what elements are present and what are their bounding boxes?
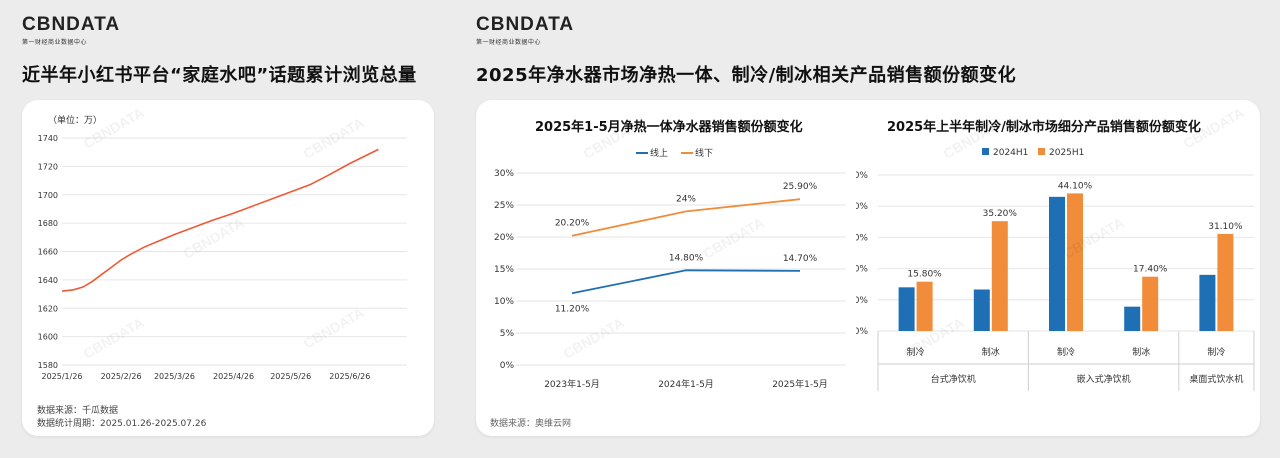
legend-label: 线上: [650, 147, 668, 159]
left-panel-title: 近半年小红书平台“家庭水吧”话题累计浏览总量: [22, 65, 417, 86]
y-tick-label: 1740: [38, 134, 58, 143]
bar: [1067, 193, 1083, 331]
data-label: 24%: [676, 194, 696, 204]
y-tick-label: 1680: [38, 219, 58, 228]
bar: [973, 289, 990, 331]
y-tick-label: 0%: [856, 327, 868, 337]
y-tick-label: 1600: [38, 333, 58, 342]
legend-label: 线下: [695, 147, 713, 159]
x-tick-label: 制冰: [1132, 346, 1150, 358]
left-line-chart: （单位：万） 1580 1600 1620 1640 1660 1680 1700 1720 17…: [38, 114, 407, 381]
brand-tagline: 第一财经商业数据中心: [22, 39, 88, 46]
brand-name: CBNDATA: [476, 14, 575, 35]
right-chart-card: 2025年1-5月净热一体净水器销售额份额变化 2025年上半年制冷/制冰市场细…: [476, 100, 1260, 436]
y-tick-label: 1660: [38, 248, 58, 257]
bar: [1142, 276, 1159, 331]
y-tick-label: 10%: [856, 296, 868, 306]
bar: [898, 287, 915, 331]
bar: [916, 281, 933, 331]
data-label: 25.90%: [783, 182, 818, 192]
data-label: 44.10%: [1058, 181, 1093, 191]
x-tick-label: 2025/3/26: [154, 372, 195, 381]
bar-chart-title: 2025年上半年制冷/制冰市场细分产品销售额份额变化: [887, 120, 1201, 135]
x-tick-label: 制冷: [1207, 346, 1225, 358]
x-tick-label: 2025年1-5月: [772, 378, 828, 390]
legend-swatch: [1038, 148, 1045, 155]
right-panel-title: 2025年净水器市场净热一体、制冷/制冰相关产品销售额份额变化: [476, 65, 1017, 86]
brand-tagline: 第一财经商业数据中心: [476, 39, 542, 46]
x-tick-label: 2025/5/26: [270, 372, 311, 381]
y-tick-label: 1580: [38, 361, 58, 370]
x-tick-label: 2025/1/26: [41, 372, 82, 381]
data-label: 14.80%: [669, 253, 704, 263]
y-tick-label: 15%: [494, 265, 514, 275]
left-source-line-1: 数据来源：千瓜数据: [37, 406, 119, 416]
data-label: 17.40%: [1133, 265, 1168, 275]
bar: [1124, 306, 1141, 331]
left-source-line-2: 数据统计周期：2025.01.26-2025.07.26: [37, 419, 207, 429]
left-chart-card: （单位：万） 1580 1600 1620 1640 1660 1680 1700 1720 17…: [22, 100, 434, 436]
group-label: 嵌入式净饮机: [1077, 373, 1131, 385]
y-tick-label: 0%: [500, 361, 515, 371]
data-label: 20.20%: [555, 219, 590, 229]
y-tick-label: 10%: [494, 297, 514, 307]
data-label: 31.10%: [1208, 222, 1243, 232]
y-tick-label: 1720: [38, 162, 58, 171]
bar: [1049, 196, 1065, 331]
legend-label: 2024H1: [993, 148, 1028, 158]
x-tick-label: 2025/4/26: [213, 372, 254, 381]
bar: [1217, 233, 1234, 331]
data-label: 14.70%: [783, 254, 818, 264]
series-line: [571, 198, 801, 237]
group-label: 台式净饮机: [931, 373, 976, 385]
series-line: [61, 148, 379, 292]
bar: [1199, 274, 1216, 331]
bar: [991, 221, 1008, 331]
brand-logo-right: CBNDATA 第一财经商业数据中心: [476, 14, 574, 46]
y-tick-label: 20%: [856, 265, 868, 275]
y-tick-label: 30%: [856, 233, 868, 243]
y-unit-label: （单位：万）: [48, 114, 102, 126]
x-tick-label: 2023年1-5月: [544, 378, 600, 390]
legend-swatch: [982, 148, 989, 155]
data-label: 35.20%: [983, 209, 1018, 219]
brand-logo-left: CBNDATA 第一财经商业数据中心: [22, 14, 120, 46]
x-tick-label: 制冰: [982, 346, 1000, 358]
y-tick-label: 5%: [500, 329, 515, 339]
y-tick-label: 1640: [38, 276, 58, 285]
x-tick-label: 制冷: [1057, 346, 1075, 358]
x-tick-label: 2025/2/26: [101, 372, 142, 381]
share-bar-chart: 2024H1 2025H1 0% 10% 20% 30% 40% 50% 15.80% 制冷 35.…: [856, 148, 1255, 391]
y-tick-label: 50%: [856, 171, 868, 181]
y-tick-label: 40%: [856, 202, 868, 212]
y-tick-label: 30%: [494, 169, 514, 179]
x-tick-label: 制冷: [907, 346, 925, 358]
x-tick-label: 2024年1-5月: [658, 378, 714, 390]
y-tick-label: 20%: [494, 233, 514, 243]
legend-label: 2025H1: [1049, 148, 1084, 158]
data-label: 15.80%: [907, 270, 942, 280]
y-tick-label: 1700: [38, 191, 58, 200]
line-chart-title: 2025年1-5月净热一体净水器销售额份额变化: [535, 120, 803, 135]
right-source: 数据来源：奥维云网: [490, 419, 572, 429]
data-label: 11.20%: [555, 304, 590, 314]
brand-name: CBNDATA: [22, 14, 121, 35]
y-tick-label: 1620: [38, 304, 58, 313]
group-label: 桌面式饮水机: [1189, 373, 1243, 385]
y-tick-label: 25%: [494, 201, 514, 211]
series-line: [571, 269, 801, 295]
share-line-chart: 线上 线下 0% 5% 10% 15% 20% 25% 30% 2023年1-5月 2024年1-5…: [494, 147, 846, 390]
x-tick-label: 2025/6/26: [329, 372, 370, 381]
